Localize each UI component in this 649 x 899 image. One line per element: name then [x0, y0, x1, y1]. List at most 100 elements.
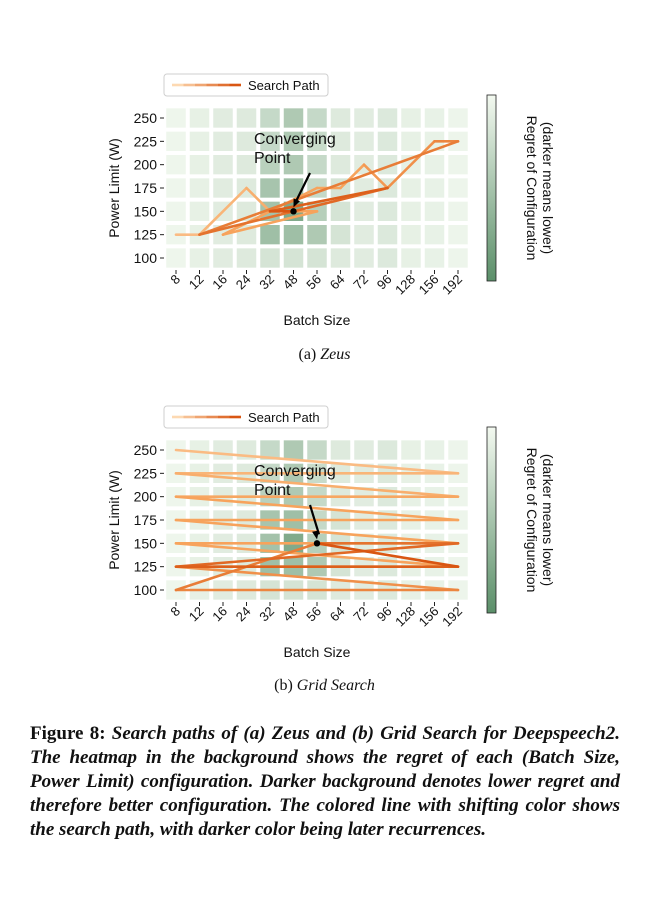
heatmap-cell	[377, 225, 398, 245]
heatmap-cell	[354, 108, 374, 128]
heatmap-cell	[283, 108, 304, 128]
heatmap-cell	[401, 225, 421, 245]
y-tick-label: 100	[134, 582, 158, 598]
figure-caption-text: Search paths of (a) Zeus and (b) Grid Se…	[30, 723, 620, 840]
heatmap-cell	[330, 201, 351, 221]
heatmap-cell	[283, 248, 304, 268]
heatmap-cell	[166, 248, 186, 268]
chart-panel-grid-search: 100 125 150 175 200 225 250 8 12 16 24 32 48 56 64 72 96…	[0, 392, 649, 712]
heatmap-cell	[260, 178, 280, 198]
x-tick-label: 156	[416, 604, 442, 630]
x-tick-label: 8	[167, 272, 183, 288]
search-path-segment	[245, 186, 272, 213]
x-tick-label: 128	[392, 604, 418, 630]
heatmap-cell	[401, 131, 421, 151]
y-tick-label: 175	[134, 512, 158, 528]
heatmap-cell	[213, 131, 233, 151]
colorbar-gradient	[486, 94, 497, 282]
heatmap-cell	[377, 248, 398, 268]
heatmap-cell	[401, 108, 421, 128]
y-tick-label: 125	[134, 227, 158, 243]
x-tick-label: 64	[327, 272, 348, 293]
heatmap-cell	[377, 440, 398, 460]
search-path-segment	[221, 210, 319, 236]
heatmap-cell	[401, 248, 421, 268]
subcaption-name: Grid Search	[296, 677, 375, 694]
search-path-segment	[198, 140, 460, 236]
heatmap-cell	[424, 108, 445, 128]
search-path-segment	[174, 542, 460, 568]
heatmap-cell	[424, 440, 445, 460]
converging-point-marker	[313, 540, 321, 547]
heatmap-cell	[283, 440, 304, 460]
heatmap-cell	[448, 248, 468, 268]
heatmap-cell	[260, 108, 280, 128]
figure-caption: Figure 8: Search paths of (a) Zeus and (…	[30, 722, 620, 842]
search-path-segment	[268, 186, 389, 213]
heatmap-cell	[260, 440, 280, 460]
y-tick-label: 150	[134, 535, 158, 551]
x-tick-label: 48	[280, 604, 301, 625]
heatmap-cell	[166, 201, 186, 221]
heatmap-cell	[166, 178, 186, 198]
search-path-segment	[174, 448, 460, 475]
heatmap-cell	[401, 440, 421, 460]
search-path-segment	[174, 495, 460, 522]
heatmap-cells	[166, 108, 468, 268]
heatmap-cell	[377, 201, 398, 221]
x-tick-label: 56	[303, 604, 324, 625]
heatmap-cell	[236, 248, 257, 268]
x-tick-label: 72	[350, 272, 371, 293]
converging-point-annotation: Converging Point	[254, 463, 336, 547]
heatmap-cell	[283, 131, 304, 151]
heatmap-cell	[236, 131, 257, 151]
heatmap-cell	[189, 440, 210, 460]
x-tick-label: 16	[209, 272, 230, 293]
search-path-segment	[362, 163, 389, 190]
heatmap-cell	[213, 108, 233, 128]
converging-point-marker	[290, 208, 297, 215]
heatmap-cell	[213, 155, 233, 175]
heatmap-cell	[448, 201, 468, 221]
heatmap-cell	[236, 155, 257, 175]
search-path-segment	[198, 186, 248, 236]
heatmap-cell	[354, 225, 374, 245]
x-tick-label: 8	[167, 604, 183, 620]
x-tick-label: 24	[233, 272, 254, 293]
y-tick-label: 225	[134, 133, 158, 149]
heatmap-cell	[401, 201, 421, 221]
heatmap-cell	[330, 108, 351, 128]
annotation-arrowhead	[293, 198, 300, 208]
heatmap-cell	[213, 440, 233, 460]
x-tick-label: 24	[233, 604, 254, 625]
heatmap-chart-zeus: 100 125 150 175 200 225 250 8 12 16 24 32 48 56 64 72 96…	[106, 73, 556, 328]
heatmap-cell	[424, 155, 445, 175]
heatmap-cell	[166, 108, 186, 128]
heatmap-cell	[354, 201, 374, 221]
heatmap-cell	[330, 440, 351, 460]
heatmap-cell	[213, 178, 233, 198]
y-tick-label: 200	[134, 157, 158, 173]
heatmap-cell	[448, 225, 468, 245]
heatmap-cell	[354, 131, 374, 151]
heatmap-cell	[189, 108, 210, 128]
subcaption-grid-search: (b) Grid Search	[0, 677, 649, 695]
heatmap-cell	[307, 108, 327, 128]
search-path-segment	[315, 542, 460, 568]
y-tick-label: 100	[134, 250, 158, 266]
heatmap-cell	[189, 248, 210, 268]
x-tick-label: 64	[327, 604, 348, 625]
legend-box	[163, 405, 329, 429]
annotation-arrow	[308, 504, 321, 535]
heatmap-cell	[354, 440, 374, 460]
heatmap-cell	[424, 225, 445, 245]
colorbar-label: Regret of Configuration	[524, 116, 540, 261]
heatmap-cell	[283, 225, 304, 245]
x-tick-label: 192	[439, 604, 465, 630]
x-tick-label: 48	[280, 272, 301, 293]
heatmap-cell	[189, 131, 210, 151]
colorbar: Regret of Configuration (darker means low…	[486, 426, 556, 614]
annotation-arrowhead	[312, 530, 319, 540]
x-tick-label: 156	[416, 272, 442, 298]
heatmap-cell	[448, 440, 468, 460]
